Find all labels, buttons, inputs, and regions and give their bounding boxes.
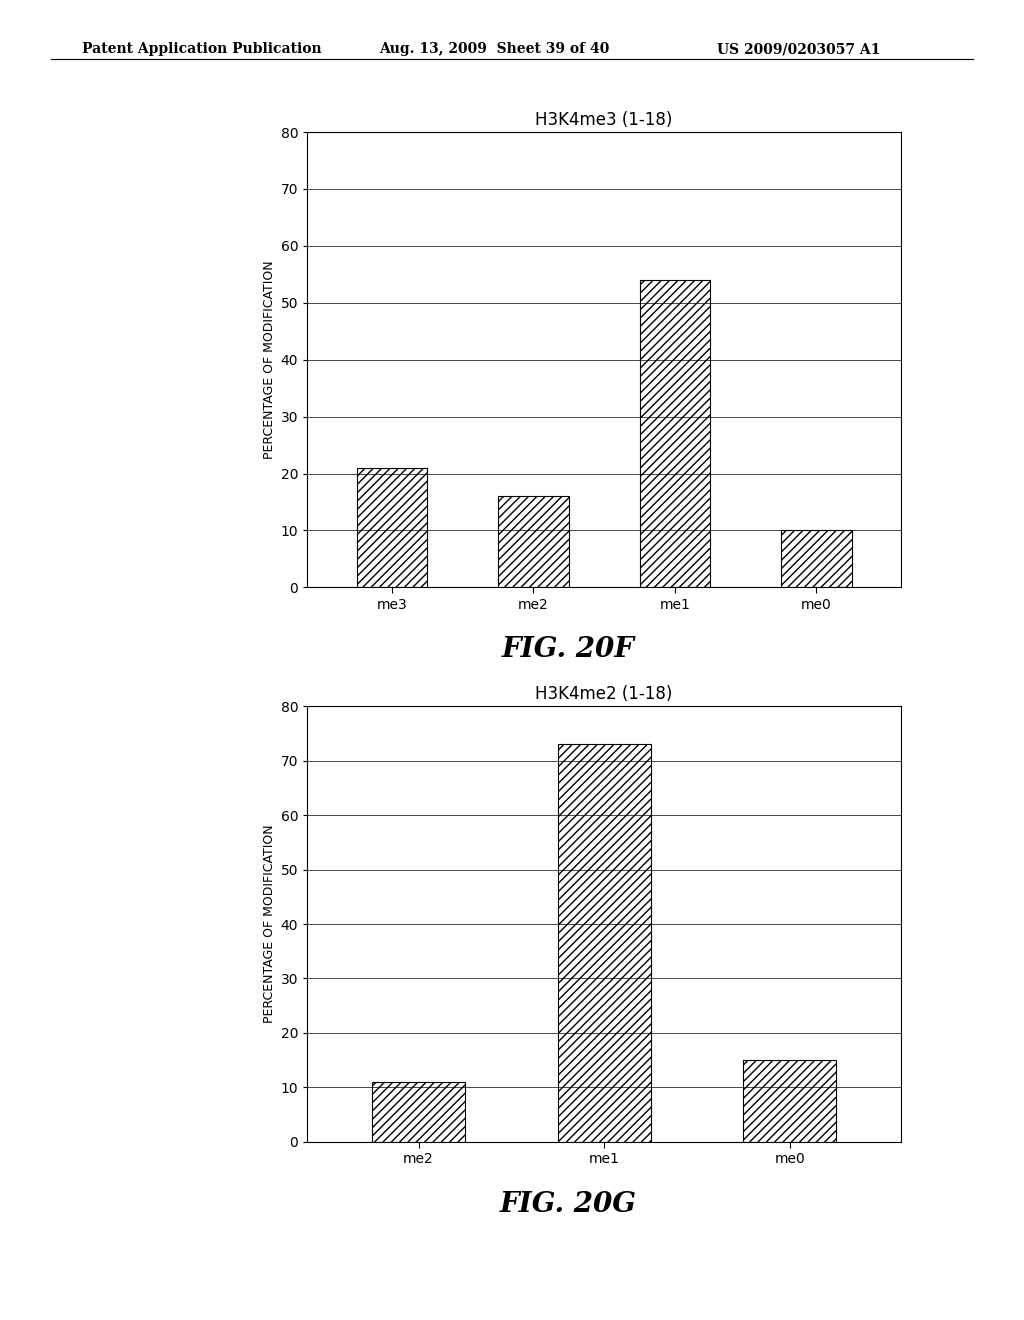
Y-axis label: PERCENTAGE OF MODIFICATION: PERCENTAGE OF MODIFICATION: [263, 260, 276, 459]
Title: H3K4me3 (1-18): H3K4me3 (1-18): [536, 111, 673, 129]
Text: FIG. 20G: FIG. 20G: [500, 1191, 637, 1217]
Bar: [743, 1060, 837, 1142]
Bar: [640, 280, 711, 587]
Text: Aug. 13, 2009  Sheet 39 of 40: Aug. 13, 2009 Sheet 39 of 40: [379, 42, 609, 57]
Bar: [781, 531, 852, 587]
Text: FIG. 20F: FIG. 20F: [502, 636, 635, 663]
Y-axis label: PERCENTAGE OF MODIFICATION: PERCENTAGE OF MODIFICATION: [263, 825, 276, 1023]
Bar: [558, 744, 650, 1142]
Bar: [372, 1082, 465, 1142]
Bar: [356, 467, 427, 587]
Title: H3K4me2 (1-18): H3K4me2 (1-18): [536, 685, 673, 704]
Text: Patent Application Publication: Patent Application Publication: [82, 42, 322, 57]
Text: US 2009/0203057 A1: US 2009/0203057 A1: [717, 42, 881, 57]
Bar: [498, 496, 568, 587]
